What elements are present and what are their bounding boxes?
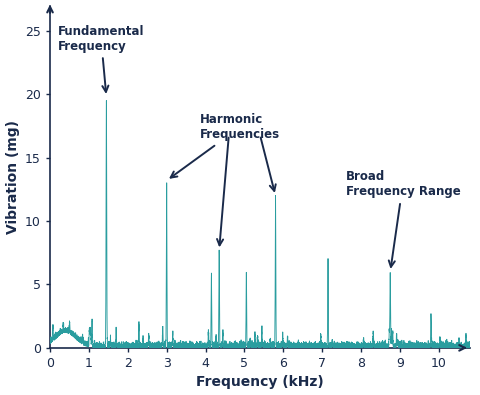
Y-axis label: Vibration (mg): Vibration (mg) (6, 120, 20, 234)
Text: Harmonic
Frequencies: Harmonic Frequencies (171, 113, 280, 178)
Text: Broad
Frequency Range: Broad Frequency Range (346, 170, 460, 267)
Text: Fundamental
Frequency: Fundamental Frequency (58, 24, 144, 92)
X-axis label: Frequency (kHz): Frequency (kHz) (196, 375, 324, 389)
